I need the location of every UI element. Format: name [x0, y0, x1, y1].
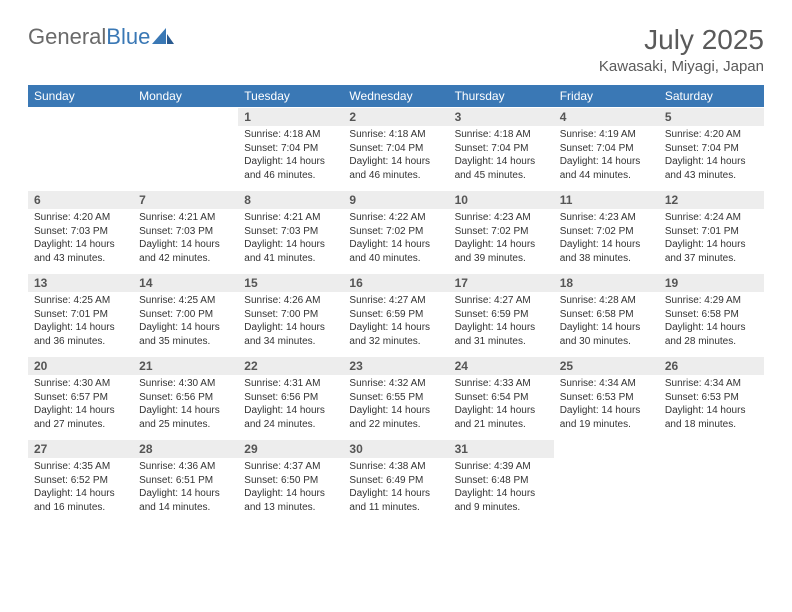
- day-content-cell: Sunrise: 4:31 AMSunset: 6:56 PMDaylight:…: [238, 375, 343, 439]
- day-number-cell: 14: [133, 273, 238, 292]
- day-content-cell: [133, 126, 238, 190]
- week-daynum-row: 2728293031: [28, 439, 764, 458]
- day-content-cell: Sunrise: 4:39 AMSunset: 6:48 PMDaylight:…: [449, 458, 554, 522]
- day-content-cell: Sunrise: 4:30 AMSunset: 6:57 PMDaylight:…: [28, 375, 133, 439]
- day-number-cell: 4: [554, 107, 659, 126]
- day-number-cell: 6: [28, 190, 133, 209]
- dow-header-cell: Sunday: [28, 85, 133, 107]
- day-content-cell: Sunrise: 4:25 AMSunset: 7:00 PMDaylight:…: [133, 292, 238, 356]
- day-number-cell: 2: [343, 107, 448, 126]
- day-content-cell: Sunrise: 4:37 AMSunset: 6:50 PMDaylight:…: [238, 458, 343, 522]
- day-content-cell: Sunrise: 4:22 AMSunset: 7:02 PMDaylight:…: [343, 209, 448, 273]
- day-content-cell: Sunrise: 4:24 AMSunset: 7:01 PMDaylight:…: [659, 209, 764, 273]
- day-number-cell: 12: [659, 190, 764, 209]
- day-number-cell: 16: [343, 273, 448, 292]
- day-content-cell: Sunrise: 4:38 AMSunset: 6:49 PMDaylight:…: [343, 458, 448, 522]
- day-number-cell: 7: [133, 190, 238, 209]
- day-content-cell: [28, 126, 133, 190]
- week-content-row: Sunrise: 4:35 AMSunset: 6:52 PMDaylight:…: [28, 458, 764, 522]
- weeks-container: 12345Sunrise: 4:18 AMSunset: 7:04 PMDayl…: [28, 107, 764, 522]
- day-content-cell: Sunrise: 4:34 AMSunset: 6:53 PMDaylight:…: [659, 375, 764, 439]
- day-number-cell: 28: [133, 439, 238, 458]
- day-content-cell: [554, 458, 659, 522]
- month-title: July 2025: [599, 24, 764, 56]
- week-content-row: Sunrise: 4:20 AMSunset: 7:03 PMDaylight:…: [28, 209, 764, 273]
- day-number-cell: 26: [659, 356, 764, 375]
- day-number-cell: 8: [238, 190, 343, 209]
- day-content-cell: Sunrise: 4:23 AMSunset: 7:02 PMDaylight:…: [554, 209, 659, 273]
- logo: GeneralBlue: [28, 24, 174, 50]
- dow-header-cell: Saturday: [659, 85, 764, 107]
- day-number-cell: 1: [238, 107, 343, 126]
- week-content-row: Sunrise: 4:30 AMSunset: 6:57 PMDaylight:…: [28, 375, 764, 439]
- day-content-cell: Sunrise: 4:35 AMSunset: 6:52 PMDaylight:…: [28, 458, 133, 522]
- day-content-cell: Sunrise: 4:20 AMSunset: 7:04 PMDaylight:…: [659, 126, 764, 190]
- dow-header-cell: Tuesday: [238, 85, 343, 107]
- day-number-cell: 19: [659, 273, 764, 292]
- day-content-cell: Sunrise: 4:30 AMSunset: 6:56 PMDaylight:…: [133, 375, 238, 439]
- week-daynum-row: 13141516171819: [28, 273, 764, 292]
- day-content-cell: Sunrise: 4:33 AMSunset: 6:54 PMDaylight:…: [449, 375, 554, 439]
- day-number-cell: 18: [554, 273, 659, 292]
- day-content-cell: Sunrise: 4:19 AMSunset: 7:04 PMDaylight:…: [554, 126, 659, 190]
- dow-header-cell: Thursday: [449, 85, 554, 107]
- day-number-cell: [28, 107, 133, 126]
- day-content-cell: Sunrise: 4:26 AMSunset: 7:00 PMDaylight:…: [238, 292, 343, 356]
- day-number-cell: [659, 439, 764, 458]
- day-content-cell: Sunrise: 4:18 AMSunset: 7:04 PMDaylight:…: [238, 126, 343, 190]
- day-number-cell: 27: [28, 439, 133, 458]
- day-number-cell: 21: [133, 356, 238, 375]
- location: Kawasaki, Miyagi, Japan: [599, 58, 764, 75]
- day-content-cell: [659, 458, 764, 522]
- day-content-cell: Sunrise: 4:23 AMSunset: 7:02 PMDaylight:…: [449, 209, 554, 273]
- dow-header-cell: Friday: [554, 85, 659, 107]
- day-number-cell: 13: [28, 273, 133, 292]
- day-content-cell: Sunrise: 4:20 AMSunset: 7:03 PMDaylight:…: [28, 209, 133, 273]
- day-content-cell: Sunrise: 4:25 AMSunset: 7:01 PMDaylight:…: [28, 292, 133, 356]
- week-content-row: Sunrise: 4:18 AMSunset: 7:04 PMDaylight:…: [28, 126, 764, 190]
- week-daynum-row: 20212223242526: [28, 356, 764, 375]
- day-content-cell: Sunrise: 4:21 AMSunset: 7:03 PMDaylight:…: [238, 209, 343, 273]
- day-number-cell: 20: [28, 356, 133, 375]
- day-number-cell: 5: [659, 107, 764, 126]
- day-number-cell: 23: [343, 356, 448, 375]
- day-content-cell: Sunrise: 4:32 AMSunset: 6:55 PMDaylight:…: [343, 375, 448, 439]
- day-number-cell: 29: [238, 439, 343, 458]
- day-number-cell: 22: [238, 356, 343, 375]
- day-content-cell: Sunrise: 4:21 AMSunset: 7:03 PMDaylight:…: [133, 209, 238, 273]
- day-number-cell: [554, 439, 659, 458]
- logo-sail-icon: [152, 28, 174, 46]
- dow-header-cell: Monday: [133, 85, 238, 107]
- day-number-cell: 17: [449, 273, 554, 292]
- day-number-cell: 25: [554, 356, 659, 375]
- day-number-cell: 11: [554, 190, 659, 209]
- day-number-cell: 31: [449, 439, 554, 458]
- day-number-cell: 15: [238, 273, 343, 292]
- week-daynum-row: 6789101112: [28, 190, 764, 209]
- logo-text-b: Blue: [106, 24, 150, 50]
- day-number-cell: 3: [449, 107, 554, 126]
- day-content-cell: Sunrise: 4:27 AMSunset: 6:59 PMDaylight:…: [449, 292, 554, 356]
- day-content-cell: Sunrise: 4:18 AMSunset: 7:04 PMDaylight:…: [343, 126, 448, 190]
- logo-text-a: General: [28, 24, 106, 50]
- day-number-cell: [133, 107, 238, 126]
- day-number-cell: 24: [449, 356, 554, 375]
- dow-header-cell: Wednesday: [343, 85, 448, 107]
- day-number-cell: 9: [343, 190, 448, 209]
- day-content-cell: Sunrise: 4:36 AMSunset: 6:51 PMDaylight:…: [133, 458, 238, 522]
- day-content-cell: Sunrise: 4:27 AMSunset: 6:59 PMDaylight:…: [343, 292, 448, 356]
- day-content-cell: Sunrise: 4:29 AMSunset: 6:58 PMDaylight:…: [659, 292, 764, 356]
- week-content-row: Sunrise: 4:25 AMSunset: 7:01 PMDaylight:…: [28, 292, 764, 356]
- day-number-cell: 10: [449, 190, 554, 209]
- day-content-cell: Sunrise: 4:34 AMSunset: 6:53 PMDaylight:…: [554, 375, 659, 439]
- day-content-cell: Sunrise: 4:18 AMSunset: 7:04 PMDaylight:…: [449, 126, 554, 190]
- week-daynum-row: 12345: [28, 107, 764, 126]
- calendar: SundayMondayTuesdayWednesdayThursdayFrid…: [28, 85, 764, 522]
- day-content-cell: Sunrise: 4:28 AMSunset: 6:58 PMDaylight:…: [554, 292, 659, 356]
- day-number-cell: 30: [343, 439, 448, 458]
- days-of-week-header: SundayMondayTuesdayWednesdayThursdayFrid…: [28, 85, 764, 107]
